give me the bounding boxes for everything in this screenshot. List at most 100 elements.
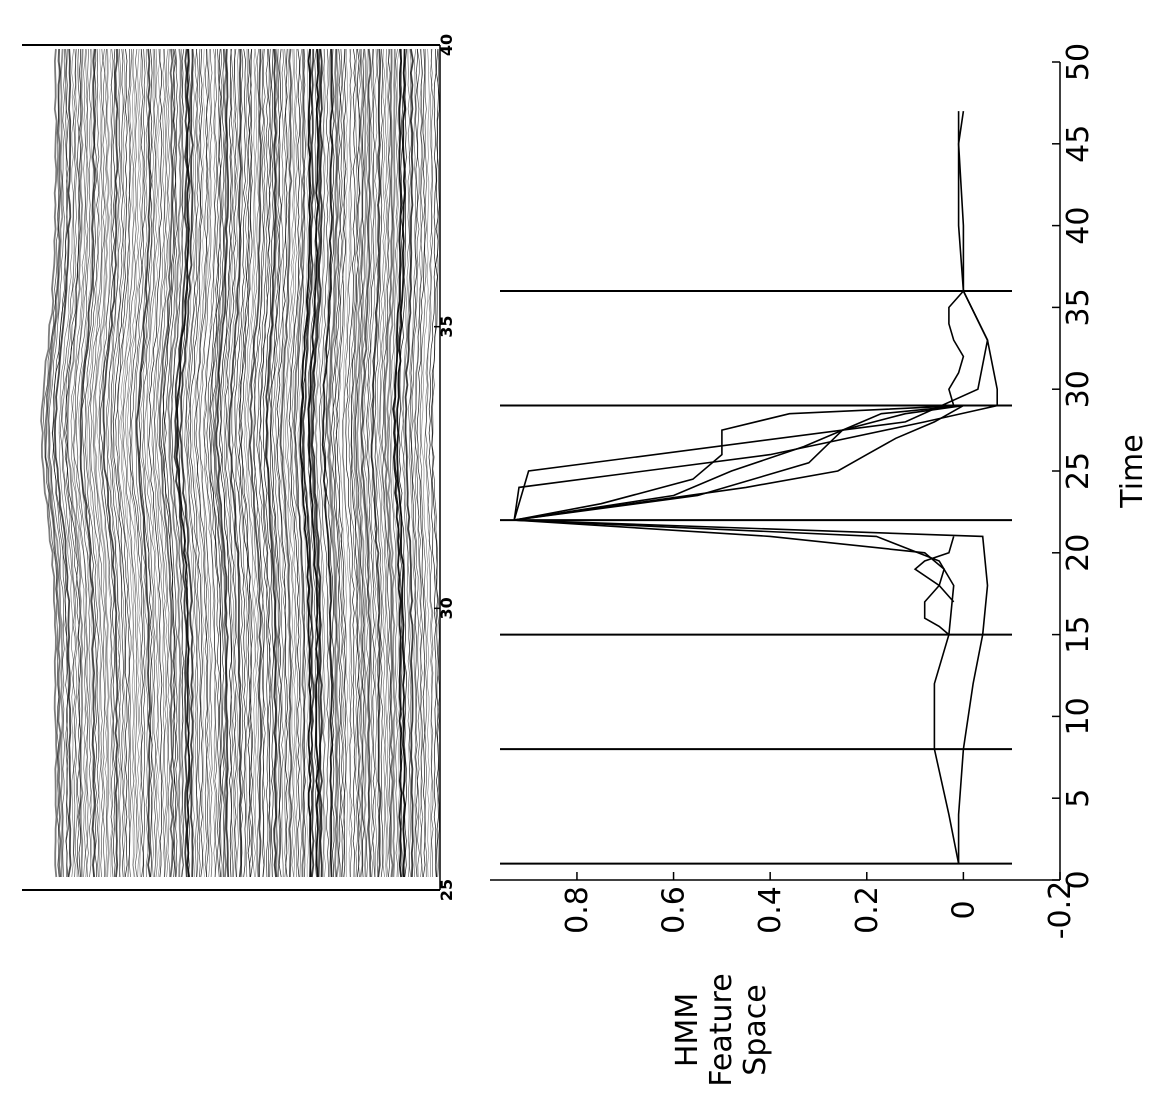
- trace-line: [248, 48, 263, 877]
- trace-line: [173, 48, 189, 878]
- trace-line: [383, 48, 394, 878]
- trace-line: [129, 48, 144, 878]
- trace-line: [276, 48, 288, 878]
- trace-line: [351, 48, 361, 878]
- trace-line: [253, 48, 266, 878]
- trace-line: [330, 48, 342, 878]
- trace-line: [156, 48, 171, 878]
- trace-line: [299, 48, 312, 878]
- trace-line: [294, 48, 306, 878]
- trace-line: [102, 49, 119, 878]
- trace-line: [158, 48, 174, 878]
- trace-line: [236, 48, 249, 878]
- trace-line: [191, 48, 205, 878]
- trace-line: [122, 48, 138, 878]
- trace-line: [231, 48, 244, 878]
- trace-line: [366, 48, 376, 878]
- y-tick-label: -0.2: [1043, 881, 1078, 940]
- x-tick-label: 25: [1061, 452, 1096, 490]
- trace-line: [324, 48, 335, 878]
- trace-line: [119, 48, 135, 878]
- trace-line: [265, 48, 279, 878]
- x-axis-ticks: 0 5 10 15 20 25 30 35 40 45 50: [1052, 43, 1096, 890]
- trace-line: [204, 48, 218, 878]
- trace-line: [131, 48, 146, 878]
- series-line: [514, 404, 964, 521]
- x-tick-label: 50: [1061, 43, 1096, 81]
- trace-line: [345, 48, 356, 878]
- trace-line: [297, 48, 309, 878]
- trace-line: [414, 48, 424, 878]
- trace-line: [425, 48, 434, 878]
- x-tick-label: 35: [1061, 288, 1096, 326]
- series-line: [948, 290, 965, 406]
- x-tick-label: 20: [1061, 534, 1096, 572]
- trace-line: [135, 48, 149, 878]
- trace-line: [100, 48, 116, 878]
- trace-line: [411, 48, 420, 878]
- trace-line: [238, 48, 251, 878]
- trace-line: [135, 48, 152, 878]
- trace-line: [87, 48, 104, 878]
- trace-line: [355, 48, 365, 878]
- trace-line: [184, 48, 198, 878]
- trace-line: [381, 48, 391, 878]
- trace-line: [167, 48, 182, 878]
- trace-line: [46, 48, 64, 878]
- trace-line: [90, 48, 106, 878]
- y-tick-label: 0.8: [560, 886, 595, 934]
- trace-line: [66, 48, 84, 878]
- trace-line: [202, 48, 216, 878]
- trace-line: [215, 48, 230, 878]
- trace-line: [424, 48, 433, 878]
- trace-tick-label: 30: [437, 597, 456, 619]
- trace-line: [272, 48, 284, 878]
- trace-line: [140, 48, 155, 878]
- y-axis-title-line: Space: [738, 984, 773, 1075]
- trace-line: [181, 48, 196, 878]
- trace-line: [53, 48, 72, 878]
- series-line: [513, 110, 989, 864]
- trace-line: [270, 48, 282, 878]
- trace-line: [307, 48, 318, 878]
- trace-line: [379, 48, 389, 878]
- trace-line: [163, 48, 177, 878]
- trace-line: [290, 48, 303, 878]
- trace-line: [307, 48, 320, 878]
- trace-line: [79, 48, 96, 878]
- trace-line: [86, 48, 102, 878]
- trace-line: [318, 48, 329, 878]
- trace-line: [275, 48, 287, 878]
- x-tick-label: 30: [1061, 370, 1096, 408]
- trace-panel: 25 30 35 40: [22, 34, 456, 901]
- trace-line: [321, 48, 334, 878]
- trace-line: [374, 48, 384, 878]
- trace-line: [243, 48, 256, 878]
- trace-line: [177, 48, 191, 878]
- trace-line: [269, 48, 281, 878]
- trace-line: [112, 48, 128, 878]
- trace-line: [375, 48, 386, 878]
- trace-line: [110, 48, 126, 878]
- y-tick-label: 0.6: [657, 886, 692, 934]
- trace-line: [138, 48, 153, 878]
- y-axis-title-line: HMM: [670, 993, 705, 1067]
- trace-line: [394, 48, 404, 878]
- trace-line: [96, 48, 113, 878]
- trace-line: [59, 48, 77, 878]
- series-line: [514, 404, 964, 521]
- trace-line: [48, 48, 66, 878]
- trace-line: [286, 48, 298, 878]
- x-tick-label: 40: [1061, 207, 1096, 245]
- trace-line: [75, 48, 92, 878]
- x-tick-label: 5: [1061, 789, 1096, 808]
- trace-line: [356, 48, 368, 878]
- x-axis-title: Time: [1115, 434, 1150, 508]
- trace-line: [153, 48, 167, 878]
- trace-line: [170, 48, 185, 878]
- trace-line: [148, 48, 163, 878]
- trace-line: [288, 48, 301, 878]
- y-axis-title-line: Feature: [704, 973, 739, 1086]
